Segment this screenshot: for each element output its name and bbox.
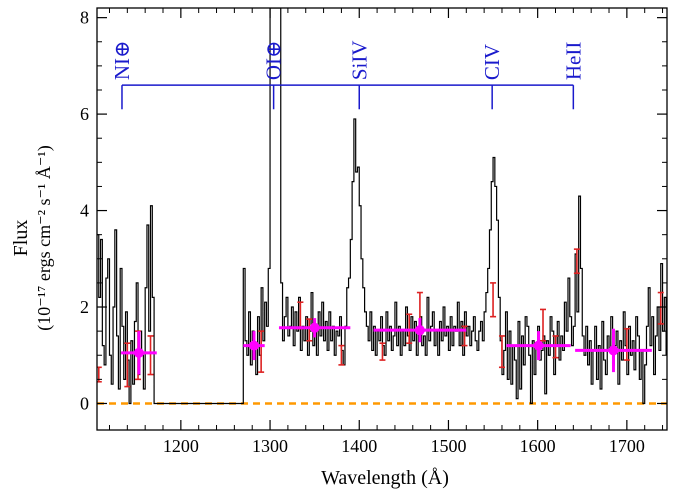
x-tick-label: 1200	[163, 436, 199, 456]
binned-point	[309, 322, 320, 333]
y-tick-label: 0	[80, 393, 89, 413]
line-marker-label: OI⊕	[262, 40, 286, 80]
line-marker-label: CIV	[480, 44, 504, 80]
spectrum-line	[97, 8, 667, 405]
x-tick-label: 1700	[609, 436, 645, 456]
plot-content	[97, 8, 667, 405]
x-tick-label: 1400	[341, 436, 377, 456]
line-marker-label: SiIV	[347, 40, 371, 80]
y-axis-label-units: (10⁻¹⁷ ergs cm⁻² s⁻¹ Å⁻¹)	[34, 145, 55, 331]
plot-area: NI⊕ OI⊕ SiIV CIV HeII	[97, 8, 667, 405]
binned-point	[414, 325, 425, 336]
x-tick-label: 1600	[520, 436, 556, 456]
x-tick-label: 1300	[252, 436, 288, 456]
y-tick-label: 8	[80, 8, 89, 28]
x-axis-label: Wavelength (Å)	[321, 467, 449, 489]
y-axis-label-quantity: Flux	[10, 220, 32, 257]
axis-labels: Wavelength (Å) Flux (10⁻¹⁷ ergs cm⁻² s⁻¹…	[10, 145, 449, 489]
axes: 1200 1300 1400 1500 1600 1700 0 2 4 6 8	[80, 7, 668, 456]
binned-point	[608, 345, 619, 356]
binned-point	[248, 340, 259, 351]
plot-frame	[96, 7, 668, 431]
binned-point	[533, 340, 544, 351]
y-tick-label: 2	[80, 297, 89, 317]
y-tick-label: 6	[80, 104, 89, 124]
binned-point	[133, 347, 144, 358]
y-tick-label: 4	[80, 201, 89, 221]
x-tick-label: 1500	[430, 436, 466, 456]
line-marker-label: NI⊕	[110, 40, 134, 80]
line-marker-label: HeII	[561, 42, 585, 80]
